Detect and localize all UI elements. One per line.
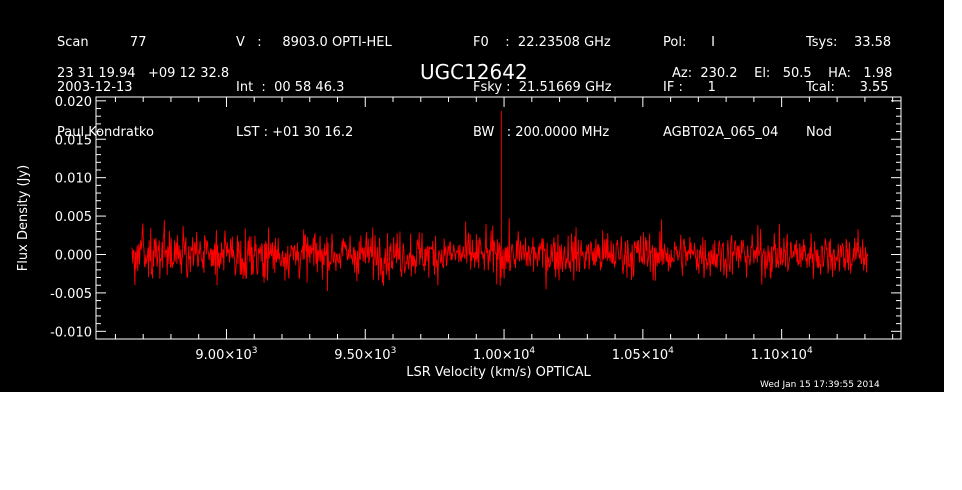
tick-layer xyxy=(96,97,901,339)
x-tick-label: 1.05×104 xyxy=(612,346,674,363)
integration-time: Int : 00 58 46.3 xyxy=(236,80,345,95)
x-axis-label: LSR Velocity (km/s) OPTICAL xyxy=(406,365,591,380)
y-tick-label: 0.005 xyxy=(55,210,92,225)
y-tick-label: 0.020 xyxy=(55,95,92,110)
if-number: IF : 1 xyxy=(663,80,716,95)
x-tick-label: 1.10×104 xyxy=(751,346,813,363)
scan-number: Scan 77 xyxy=(57,35,147,50)
data-layer xyxy=(131,110,869,292)
x-tick-label: 1.00×104 xyxy=(473,346,535,363)
tcal-value: Tcal: 3.55 xyxy=(806,80,889,95)
x-tick-label: 9.00×103 xyxy=(195,346,257,363)
observer-name: Paul Kondratko xyxy=(57,125,154,140)
header-col-tsys: Tsys: 33.58 Tcal: 3.55 Nod xyxy=(806,5,891,170)
y-tick-label: 0.000 xyxy=(55,248,92,263)
y-tick-label: 0.010 xyxy=(55,172,92,187)
header-col-frequency: F0 : 22.23508 GHz Fsky : 21.51669 GHz BW… xyxy=(473,5,612,170)
az-el-ha: Az: 230.2 El: 50.5 HA: 1.98 xyxy=(672,66,893,81)
y-axis-label: Flux Density (Jy) xyxy=(16,165,31,271)
header-col-velocity: V : 8903.0 OPTI-HEL Int : 00 58 46.3 LST… xyxy=(236,5,392,170)
y-tick-label: -0.005 xyxy=(50,287,92,302)
spectrum-chart: 0.020 0.015 0.010 0.005 0.000 -0.005 -0.010 9.0… xyxy=(16,95,902,380)
y-tick-label: 0.015 xyxy=(55,133,92,148)
bandwidth: BW : 200.0000 MHz xyxy=(473,125,610,140)
tsys-value: Tsys: 33.58 xyxy=(806,35,892,50)
plot-window: Scan 77 2003-12-13 Paul Kondratko V : 89… xyxy=(0,0,944,392)
polarization: Pol: I xyxy=(663,35,715,50)
plot-date-stamp: Wed Jan 15 17:39:55 2014 xyxy=(760,380,880,390)
procedure-name: Nod xyxy=(806,125,832,140)
rest-frequency: F0 : 22.23508 GHz xyxy=(473,35,611,50)
label-layer: 0.020 0.015 0.010 0.005 0.000 -0.005 -0.010 9.0… xyxy=(50,95,813,363)
plot-frame xyxy=(95,96,902,340)
y-tick-label: -0.010 xyxy=(50,325,92,340)
velocity-value: V : 8903.0 OPTI-HEL xyxy=(236,35,392,50)
project-id: AGBT02A_065_04 xyxy=(663,125,779,140)
spectrum-series-line xyxy=(131,110,869,292)
x-tick-label: 9.50×103 xyxy=(334,346,396,363)
header-col-scan: Scan 77 2003-12-13 Paul Kondratko xyxy=(57,5,154,170)
header-col-polarization: Pol: I IF : 1 AGBT02A_065_04 xyxy=(663,5,778,170)
observation-date: 2003-12-13 xyxy=(57,80,133,95)
source-name: UGC12642 xyxy=(420,60,528,84)
sky-frequency: Fsky : 21.51669 GHz xyxy=(473,80,612,95)
lst-value: LST : +01 30 16.2 xyxy=(236,125,354,140)
source-coordinates: 23 31 19.94 +09 12 32.8 xyxy=(57,66,230,81)
